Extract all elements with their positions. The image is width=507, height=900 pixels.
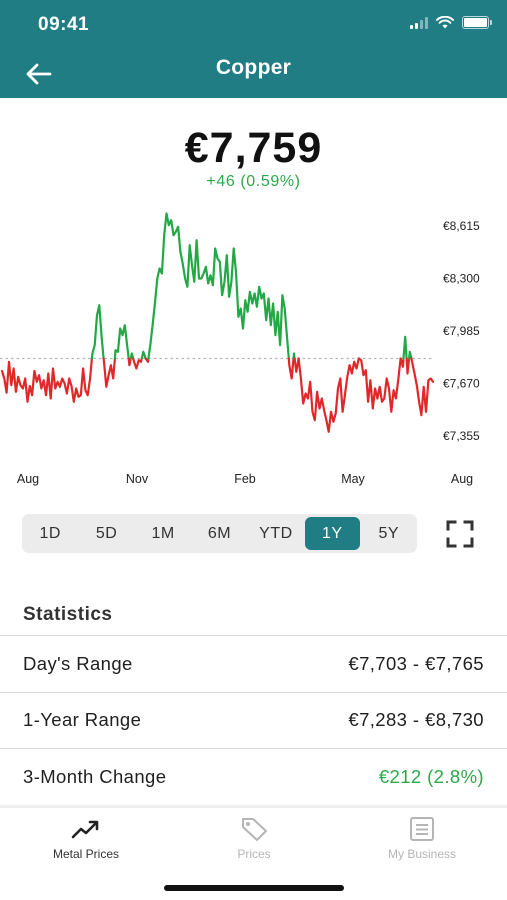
tab-prices[interactable]: Prices [184, 816, 324, 861]
back-arrow-icon[interactable] [24, 58, 56, 90]
price-line-below-segment [132, 357, 143, 370]
range-button-5y[interactable]: 5Y [378, 524, 400, 542]
price-line-below-segment [399, 357, 405, 368]
cellular-signal-icon [410, 16, 428, 29]
tab-metal-prices[interactable]: Metal Prices [16, 816, 156, 861]
status-icons [410, 16, 492, 29]
stat-value: €7,703 - €7,765 [348, 652, 484, 674]
price-line-above-segment [402, 335, 408, 360]
price-line-above-segment [140, 350, 147, 360]
price-line-below-segment [287, 357, 295, 380]
document-icon [410, 817, 434, 841]
range-button-1d[interactable]: 1D [39, 524, 61, 542]
time-range-selector: 1D 5D 1M 6M YTD 1Y 5Y [22, 514, 417, 553]
price-line-below-segment [405, 357, 411, 375]
y-tick-label: €8,615 [443, 219, 480, 233]
price-tag-icon [242, 818, 267, 841]
range-button-1m[interactable]: 1M [151, 524, 175, 542]
x-tick-label: Nov [126, 472, 149, 486]
tab-label: Metal Prices [52, 847, 120, 861]
stat-label: 3-Month Change [23, 765, 167, 787]
trending-up-icon [71, 820, 99, 839]
price-line-above-segment [147, 212, 290, 360]
fullscreen-icon[interactable] [445, 519, 475, 549]
battery-icon [462, 16, 492, 29]
wifi-icon [436, 16, 454, 29]
x-tick-label: Aug [451, 472, 473, 486]
price-line-above-segment [90, 304, 105, 360]
stat-value: €212 (2.8%) [378, 765, 484, 787]
price-chart: €8,615 €8,300 €7,985 €7,670 €7,355 Aug Nov Feb M… [0, 212, 480, 486]
stat-label: Day's Range [23, 652, 133, 674]
price-line-below-segment [410, 357, 435, 417]
x-tick-label: May [341, 472, 365, 486]
current-price: €7,759 [184, 124, 323, 172]
top-app-bar: 09:41 Copper [0, 0, 507, 98]
stat-row-days-range: Day's Range €7,703 - €7,765 [0, 635, 507, 692]
price-line-above-segment [292, 352, 296, 360]
tab-my-business[interactable]: My Business [352, 816, 492, 861]
y-tick-label: €7,670 [443, 377, 480, 391]
status-time: 09:41 [38, 14, 90, 35]
price-change: +46 (0.59%) [206, 173, 301, 190]
x-tick-label: Aug [17, 472, 39, 486]
price-line-below-segment [297, 357, 360, 433]
statistics-table: Day's Range €7,703 - €7,765 1-Year Range… [0, 635, 507, 805]
price-line-above-segment [408, 350, 413, 360]
price-line-below-segment [293, 357, 300, 373]
x-tick-label: Feb [234, 472, 256, 486]
price-line-below-segment [0, 357, 94, 403]
price-line-above-segment [129, 352, 135, 360]
statistics-title: Statistics [23, 604, 113, 625]
home-indicator [164, 885, 344, 891]
price-line-above-segment [113, 324, 130, 360]
stat-row-1-year-range: 1-Year Range €7,283 - €8,730 [0, 691, 507, 749]
price-line-below-segment [144, 357, 150, 363]
y-tick-label: €7,355 [443, 429, 480, 443]
price-line-below-segment [357, 357, 402, 413]
y-tick-label: €7,985 [443, 324, 480, 338]
stat-label: 1-Year Range [23, 709, 142, 731]
page-title: Copper [215, 56, 292, 79]
range-button-ytd[interactable]: YTD [259, 524, 293, 542]
y-tick-label: €8,300 [443, 272, 480, 286]
stat-value: €7,283 - €8,730 [348, 709, 484, 731]
price-line-below-segment [127, 357, 132, 367]
bottom-tab-bar: Metal Prices Prices My Business [0, 805, 507, 900]
range-button-1y[interactable]: 1Y [305, 517, 360, 550]
stat-row-3-month-change: 3-Month Change €212 (2.8%) [0, 748, 507, 805]
range-button-6m[interactable]: 6M [207, 524, 232, 542]
price-line-below-segment [102, 357, 117, 388]
tab-label: My Business [387, 847, 457, 861]
range-button-5d[interactable]: 5D [95, 524, 118, 542]
tab-label: Prices [237, 847, 271, 861]
